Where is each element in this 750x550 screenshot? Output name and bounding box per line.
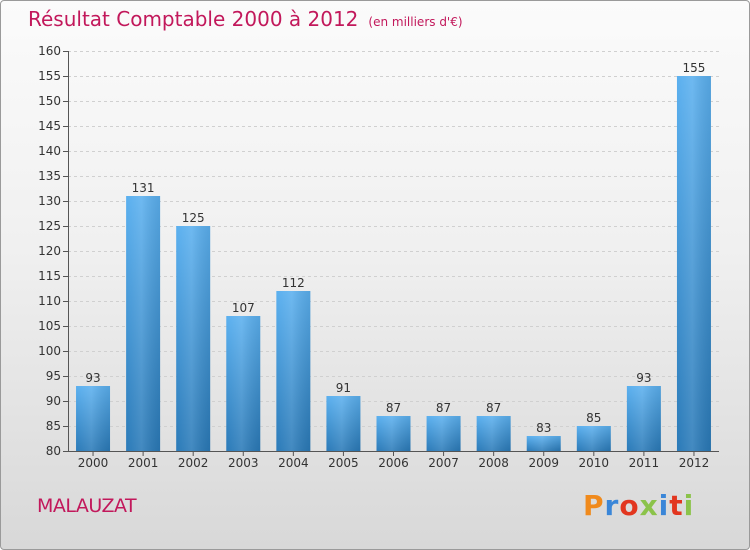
value-label: 155 xyxy=(683,61,706,75)
gridlines xyxy=(68,51,719,452)
logo-letter: o xyxy=(619,489,640,522)
x-tick-label: 2000 xyxy=(78,456,109,470)
x-tick-label: 2007 xyxy=(428,456,459,470)
y-tick-label: 150 xyxy=(38,94,61,108)
value-label: 131 xyxy=(132,181,155,195)
y-tick-label: 125 xyxy=(38,219,61,233)
y-tick-label: 85 xyxy=(46,419,61,433)
y-tick-label: 105 xyxy=(38,319,61,333)
logo-letter: r xyxy=(604,489,620,522)
x-tick-label: 2004 xyxy=(278,456,309,470)
value-label: 107 xyxy=(232,301,255,315)
x-tick-label: 2011 xyxy=(629,456,660,470)
bar-shading xyxy=(76,386,111,451)
value-label: 87 xyxy=(436,401,451,415)
y-tick-label: 160 xyxy=(38,44,61,58)
bar-shading xyxy=(376,416,411,451)
x-tick-label: 2010 xyxy=(579,456,610,470)
labels: 80 85 90 95 100 105 110 115 120 125 130 135 140 145 15… xyxy=(38,44,709,470)
bar-shading xyxy=(676,76,711,451)
value-label: 93 xyxy=(636,371,651,385)
bar-shading xyxy=(476,416,511,451)
y-tick-label: 130 xyxy=(38,194,61,208)
y-tick-label: 110 xyxy=(38,294,61,308)
chart-title: Résultat Comptable 2000 à 2012 (en millie… xyxy=(28,7,463,31)
value-label: 83 xyxy=(536,421,551,435)
logo-letter: i xyxy=(658,489,670,522)
x-tick-label: 2012 xyxy=(679,456,710,470)
place-name: MALAUZAT xyxy=(37,495,137,517)
bar-shading xyxy=(326,396,361,451)
y-tick-label: 115 xyxy=(38,269,61,283)
y-tick-label: 135 xyxy=(38,169,61,183)
x-tick-label: 2006 xyxy=(378,456,409,470)
x-tick-label: 2002 xyxy=(178,456,209,470)
value-label: 87 xyxy=(486,401,501,415)
value-label: 85 xyxy=(586,411,601,425)
y-tick-label: 100 xyxy=(38,344,61,358)
bar-shading xyxy=(226,316,261,451)
value-label: 112 xyxy=(282,276,305,290)
bar-shading xyxy=(626,386,661,451)
y-tick-label: 80 xyxy=(46,444,61,458)
bar-shading xyxy=(126,196,161,451)
bar-shading xyxy=(526,436,561,451)
title-text: Résultat Comptable 2000 à 2012 xyxy=(28,7,359,31)
axes xyxy=(63,51,719,456)
unit-note: (en milliers d'€) xyxy=(368,15,463,29)
x-tick-label: 2009 xyxy=(528,456,559,470)
value-label: 87 xyxy=(386,401,401,415)
bar-shading xyxy=(426,416,461,451)
value-label: 91 xyxy=(336,381,351,395)
y-tick-label: 95 xyxy=(46,369,61,383)
x-tick-label: 2003 xyxy=(228,456,259,470)
bar-shading xyxy=(576,426,611,451)
bars xyxy=(76,76,711,451)
proxiti-logo: Proxiti xyxy=(583,489,694,522)
bar-shading xyxy=(176,226,211,451)
y-tick-label: 120 xyxy=(38,244,61,258)
y-tick-label: 90 xyxy=(46,394,61,408)
logo-letter: i xyxy=(683,489,695,522)
x-tick-label: 2001 xyxy=(128,456,159,470)
logo-letter: x xyxy=(639,489,659,522)
logo-letter: P xyxy=(583,489,605,522)
y-tick-label: 155 xyxy=(38,69,61,83)
x-tick-label: 2008 xyxy=(478,456,509,470)
bar-shading xyxy=(276,291,311,451)
y-tick-label: 145 xyxy=(38,119,61,133)
logo-letter: t xyxy=(669,489,684,522)
value-label: 93 xyxy=(85,371,100,385)
y-tick-label: 140 xyxy=(38,144,61,158)
x-tick-label: 2005 xyxy=(328,456,359,470)
value-label: 125 xyxy=(182,211,205,225)
